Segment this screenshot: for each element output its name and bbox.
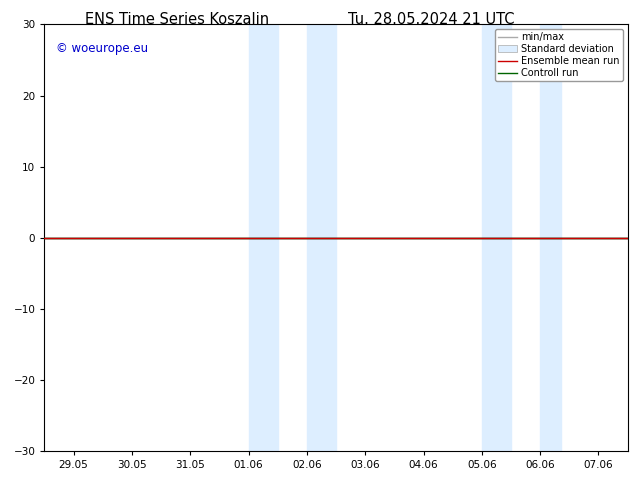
Text: © woeurope.eu: © woeurope.eu (56, 42, 148, 54)
Bar (540, 24, 560, 451)
Bar (249, 24, 278, 451)
Bar (307, 24, 336, 451)
Bar (482, 24, 511, 451)
Text: Tu. 28.05.2024 21 UTC: Tu. 28.05.2024 21 UTC (348, 12, 514, 27)
Legend: min/max, Standard deviation, Ensemble mean run, Controll run: min/max, Standard deviation, Ensemble me… (495, 29, 623, 81)
Text: ENS Time Series Koszalin: ENS Time Series Koszalin (86, 12, 269, 27)
